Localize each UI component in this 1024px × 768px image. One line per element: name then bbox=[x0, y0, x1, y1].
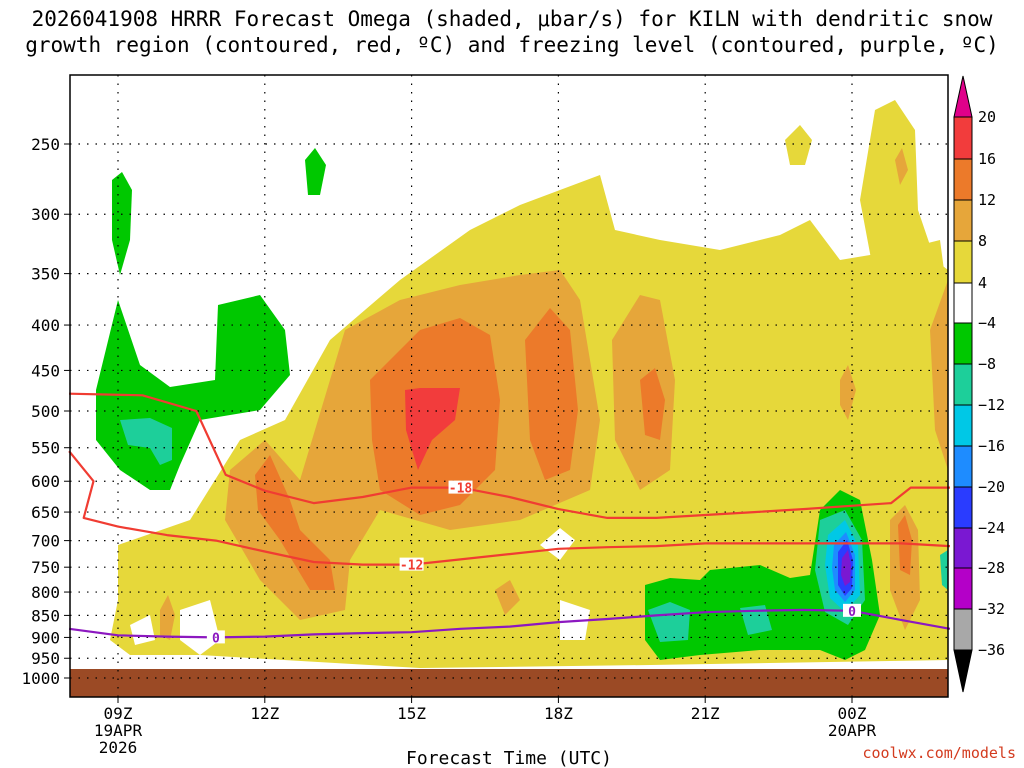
y-tick-label: 300 bbox=[31, 205, 60, 224]
colorbar-segment bbox=[953, 486, 973, 529]
x-tick-label: 00Z bbox=[838, 704, 867, 723]
y-tick-label: 600 bbox=[31, 472, 60, 491]
colorbar-label: −12 bbox=[978, 396, 1005, 414]
chart-title: 2026041908 HRRR Forecast Omega (shaded, … bbox=[0, 6, 1024, 58]
y-tick-label: 850 bbox=[31, 606, 60, 625]
colorbar-label: 12 bbox=[978, 191, 996, 209]
y-tick-label: 650 bbox=[31, 503, 60, 522]
colorbar-label: −4 bbox=[978, 314, 996, 332]
credit-text: coolwx.com/models bbox=[862, 744, 1016, 762]
colorbar-label: −28 bbox=[978, 559, 1005, 577]
colorbar-segment bbox=[953, 608, 973, 651]
y-tick-label: 800 bbox=[31, 583, 60, 602]
omega-shading-minus24-minus28 bbox=[841, 550, 851, 586]
x-tick-label: 09Z bbox=[104, 704, 133, 723]
colorbar-segment bbox=[953, 199, 973, 242]
contour-lines: -18 -12 0 0 bbox=[68, 392, 951, 646]
colorbar-segment bbox=[953, 240, 973, 284]
x-tick-date-label: 19APR bbox=[94, 721, 143, 740]
y-tick-label: 450 bbox=[31, 361, 60, 380]
colorbar-label: −36 bbox=[978, 641, 1005, 659]
y-tick-label: 350 bbox=[31, 265, 60, 284]
y-tick-label: 700 bbox=[31, 532, 60, 551]
omega-neutral-gaps bbox=[130, 528, 590, 655]
y-tick-label: 1000 bbox=[21, 669, 60, 688]
colorbar-top-arrow bbox=[953, 75, 973, 118]
y-tick-label: 400 bbox=[31, 316, 60, 335]
colorbar-label: −8 bbox=[978, 355, 996, 373]
colorbar-segment bbox=[953, 527, 973, 569]
y-tick-label: 550 bbox=[31, 439, 60, 458]
colorbar-label: 8 bbox=[978, 232, 987, 250]
contour-label-bg bbox=[399, 557, 424, 571]
colorbar-label: −32 bbox=[978, 600, 1005, 618]
colorbar-label: 20 bbox=[978, 108, 996, 126]
colorbar-label: −24 bbox=[978, 519, 1005, 537]
x-tick-date-label: 20APR bbox=[828, 721, 877, 740]
colorbar-segment bbox=[953, 322, 973, 365]
colorbar-segment bbox=[953, 445, 973, 488]
contour-label-bg bbox=[448, 480, 473, 494]
x-tick-label: 15Z bbox=[397, 704, 426, 723]
contour-label-bg bbox=[843, 603, 861, 617]
colorbar-label: 4 bbox=[978, 274, 987, 292]
colorbar-segment bbox=[953, 158, 973, 201]
title-line-2: growth region (contoured, red, ºC) and f… bbox=[25, 33, 999, 57]
colorbar-segment bbox=[953, 404, 973, 447]
contour-dendritic-minus18 bbox=[69, 392, 950, 519]
y-tick-label: 250 bbox=[31, 135, 60, 154]
x-tick-label: 21Z bbox=[691, 704, 720, 723]
y-tick-label: 500 bbox=[31, 402, 60, 421]
colorbar-segment bbox=[953, 282, 973, 324]
x-tick-label: 12Z bbox=[250, 704, 279, 723]
contour-dendritic-minus12 bbox=[68, 450, 950, 566]
omega-shading-16-20 bbox=[405, 388, 460, 470]
plot-frame bbox=[69, 74, 949, 698]
colorbar-label: 16 bbox=[978, 150, 996, 168]
y-tick-label: 750 bbox=[31, 558, 60, 577]
title-line-1: 2026041908 HRRR Forecast Omega (shaded, … bbox=[31, 7, 993, 31]
contour-label-bg bbox=[206, 630, 225, 644]
contour-label: -18 bbox=[449, 482, 473, 497]
contour-label: 0 bbox=[212, 631, 220, 646]
colorbar-label: −16 bbox=[978, 437, 1005, 455]
colorbar-label: −20 bbox=[978, 478, 1005, 496]
y-axis: 250 300 350 400 450 500 550 600 650 700 750 800 850 9… bbox=[21, 135, 70, 688]
plot-grid bbox=[70, 75, 948, 697]
colorbar-segment bbox=[953, 363, 973, 406]
colorbar-bottom-arrow bbox=[953, 649, 973, 693]
contour-label: 0 bbox=[848, 605, 856, 620]
colorbar: 20 16 12 8 4 −4 −8 −12 −16 −20 −24 −28 −32 −36 bbox=[953, 75, 1005, 693]
y-tick-label: 950 bbox=[31, 649, 60, 668]
x-axis-label: Forecast Time (UTC) bbox=[406, 748, 612, 768]
ground-surface bbox=[70, 669, 948, 697]
contour-label: -12 bbox=[400, 559, 423, 574]
x-tick-label: 18Z bbox=[544, 704, 573, 723]
y-tick-label: 900 bbox=[31, 628, 60, 647]
colorbar-segment bbox=[953, 116, 973, 160]
x-tick-year-label: 2026 bbox=[99, 738, 138, 757]
colorbar-segment bbox=[953, 567, 973, 610]
